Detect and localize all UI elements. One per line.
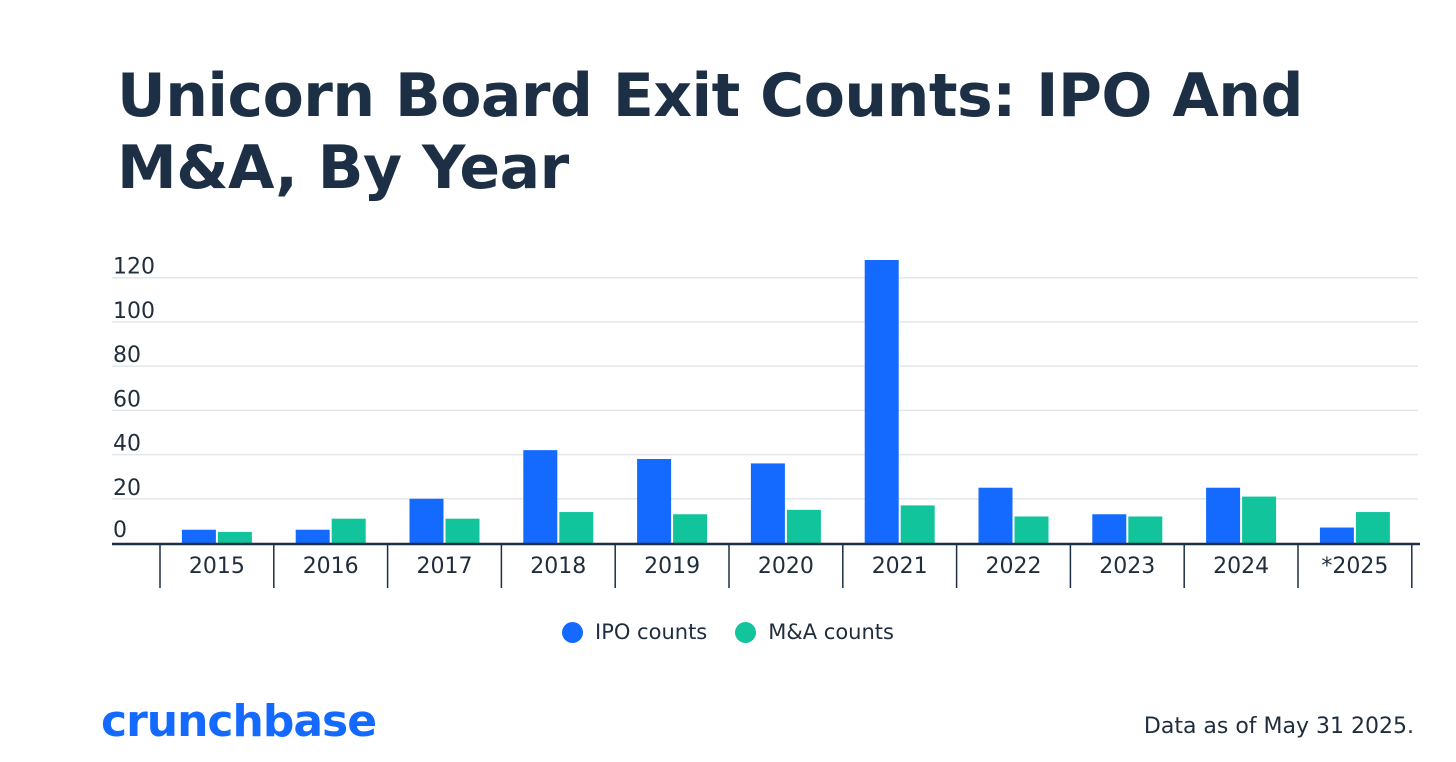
bar-ma-2021 xyxy=(900,505,935,543)
y-tick-label: 60 xyxy=(113,387,141,412)
bar-ma-2016 xyxy=(331,518,366,543)
bar-ipo-2025 xyxy=(1319,527,1354,543)
bar-ipo-2023 xyxy=(1092,514,1127,543)
bar-ma-2025 xyxy=(1355,512,1390,543)
x-tick-label: 2024 xyxy=(1213,554,1269,579)
x-tick-label: 2018 xyxy=(530,554,586,579)
bar-ipo-2018 xyxy=(523,450,558,543)
y-tick-label: 20 xyxy=(113,476,141,501)
bar-ma-2017 xyxy=(445,518,480,543)
bar-ma-2020 xyxy=(786,509,821,543)
legend-item-ipo[interactable]: IPO counts xyxy=(562,620,707,644)
bar-ma-2022 xyxy=(1014,516,1049,543)
x-axis-tick-labels: 2015 2016 2017 2018 2019 2020 2021 2022 2023 2024… xyxy=(189,554,1389,579)
bar-ipo-2019 xyxy=(637,458,672,543)
x-axis xyxy=(112,542,1420,588)
x-tick-label: 2016 xyxy=(303,554,359,579)
legend-label-ma: M&A counts xyxy=(768,620,894,644)
x-tick-label: 2023 xyxy=(1099,554,1155,579)
bar-ipo-2020 xyxy=(750,463,785,543)
bar-ma-2019 xyxy=(673,514,708,543)
bar-ipo-2017 xyxy=(409,498,444,543)
bar-ma-2023 xyxy=(1128,516,1163,543)
data-date-note: Data as of May 31 2025. xyxy=(1143,714,1414,739)
bar-ipo-2016 xyxy=(295,529,330,543)
y-tick-label: 0 xyxy=(113,518,127,543)
bar-chart: 0 20 40 60 80 100 120 2015 2016 2017 2018 2019 2020… xyxy=(112,255,1420,588)
y-axis-tick-labels: 0 20 40 60 80 100 120 xyxy=(113,255,155,543)
crunchbase-logo: crunchbase xyxy=(101,696,377,747)
x-tick-label: 2015 xyxy=(189,554,245,579)
x-tick-label: 2022 xyxy=(986,554,1042,579)
x-tick-label: 2021 xyxy=(872,554,928,579)
legend-label-ipo: IPO counts xyxy=(595,620,708,644)
bar-ma-2015 xyxy=(217,531,252,543)
bar-ipo-2015 xyxy=(181,529,216,543)
legend: IPO counts M&A counts xyxy=(0,620,1456,644)
x-tick-label: 2019 xyxy=(644,554,700,579)
y-tick-label: 40 xyxy=(113,432,141,457)
bars xyxy=(181,260,1390,543)
bar-ma-2024 xyxy=(1242,496,1277,543)
chart-title: Unicorn Board Exit Counts: IPO And M&A, … xyxy=(117,61,1303,203)
legend-item-ma[interactable]: M&A counts xyxy=(735,620,894,644)
legend-swatch-ma xyxy=(735,621,757,643)
bar-ipo-2022 xyxy=(978,487,1013,543)
y-tick-label: 80 xyxy=(113,343,141,368)
bar-ma-2018 xyxy=(559,512,594,543)
y-tick-label: 120 xyxy=(113,255,155,280)
x-tick-label: 2017 xyxy=(417,554,473,579)
bar-ipo-2021 xyxy=(864,260,899,543)
y-tick-label: 100 xyxy=(113,299,155,324)
x-tick-label: *2025 xyxy=(1321,554,1388,579)
legend-swatch-ipo xyxy=(562,621,583,643)
x-tick-label: 2020 xyxy=(758,554,814,579)
bar-ipo-2024 xyxy=(1206,487,1241,543)
